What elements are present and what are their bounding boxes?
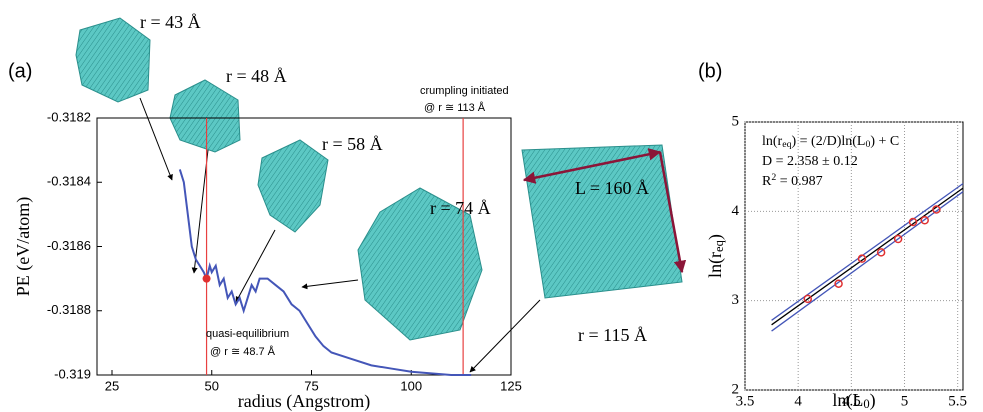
equation-part: ) + C: [870, 134, 899, 149]
y-axis-label-part: ): [705, 234, 726, 240]
x-axis-label-part: ln(L: [832, 390, 863, 411]
annotation: r = 43 Å: [140, 12, 201, 32]
y-axis-label-part: eq: [712, 239, 726, 252]
figure: -0.3182-0.3184-0.3186-0.3188-0.319255075…: [0, 0, 983, 412]
y-tick-label: -0.319: [54, 366, 91, 381]
x-tick-label: 5.5: [948, 393, 967, 409]
equation-part: D = 2.358 ± 0.12: [762, 154, 858, 169]
equation-part: = 0.987: [776, 174, 822, 189]
annotation: L = 160 Å: [575, 178, 649, 198]
equation-part: ln(r: [762, 134, 783, 149]
annotation: r = 48 Å: [226, 66, 287, 86]
y-tick-label: -0.3186: [47, 238, 91, 253]
equation: ln(req) = (2/D)ln(L0) + C: [762, 134, 899, 150]
equation: R2 = 0.987: [762, 172, 823, 189]
x-tick-label: 3.5: [736, 393, 755, 409]
x-tick-label: 5: [901, 393, 909, 409]
equation-part: eq: [782, 139, 791, 150]
y-tick-label: -0.3182: [47, 109, 91, 124]
annotation: r = 74 Å: [430, 198, 491, 218]
y-tick-label: 3: [732, 292, 740, 308]
fit-line: [772, 184, 963, 321]
x-tick-label: 25: [105, 378, 119, 393]
marker: [203, 275, 211, 283]
y-axis-label: ln(req): [705, 234, 726, 278]
x-axis-label: radius (Angstrom): [238, 391, 370, 412]
panel-label: (b): [698, 60, 722, 82]
x-axis-label-part: ): [870, 390, 876, 411]
y-tick-label: -0.3188: [47, 302, 91, 317]
panel-label: (a): [8, 60, 32, 82]
x-tick-label: 100: [400, 378, 422, 393]
y-tick-label: 4: [732, 203, 740, 219]
fit-line: [772, 188, 963, 325]
y-tick-label: -0.3184: [47, 174, 91, 189]
annotation: quasi-equilibrium: [206, 328, 289, 340]
equation: D = 2.358 ± 0.12: [762, 154, 858, 169]
x-tick-label: 50: [205, 378, 219, 393]
y-tick-label: 5: [732, 113, 740, 129]
annotation: @ r ≅ 113 Å: [424, 101, 486, 114]
annotation: r = 115 Å: [578, 325, 647, 345]
y-axis-label: PE (eV/atom): [13, 197, 34, 296]
annotation: r = 58 Å: [322, 134, 383, 154]
x-axis-label: ln(L0): [832, 390, 875, 411]
equation-part: ) = (2/D)ln(L: [791, 134, 865, 149]
y-axis-label-part: ln(r: [705, 252, 726, 278]
annotation: @ r ≅ 48.7 Å: [210, 345, 276, 358]
x-tick-label: 125: [500, 378, 522, 393]
annotation: crumpling initiated: [420, 85, 509, 97]
x-tick-label: 4: [794, 393, 802, 409]
